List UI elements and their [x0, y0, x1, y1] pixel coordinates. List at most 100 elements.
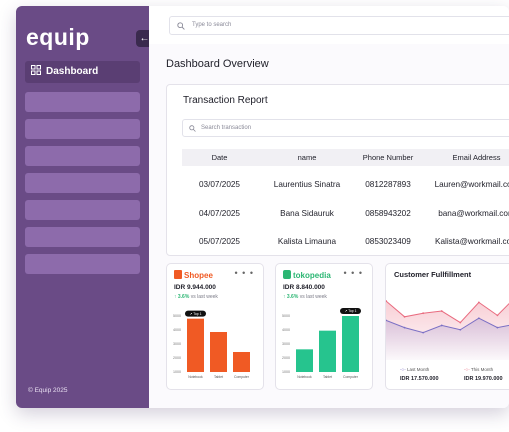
growth-value: 3.6%: [177, 294, 190, 300]
growth-indicator: ↑ 3.6% vs last week: [283, 294, 327, 300]
sidebar-item-placeholder[interactable]: [25, 254, 140, 274]
tokopedia-brand: tokopedia: [283, 270, 331, 280]
data-point: [440, 324, 443, 327]
more-options-icon[interactable]: • • •: [234, 268, 254, 278]
sidebar-item-dashboard[interactable]: Dashboard: [25, 61, 140, 83]
x-tick-label: Notebook: [297, 375, 312, 379]
grid-icon: [31, 65, 41, 75]
y-tick-label: 4000: [282, 328, 290, 332]
top-badge-label: ↗ Top 1: [189, 312, 201, 316]
y-tick-label: 4000: [173, 328, 181, 332]
main-content: Type to search Dashboard Overview Transa…: [149, 6, 509, 408]
shopping-bag-icon: [174, 270, 182, 279]
transaction-report-title: Transaction Report: [183, 95, 268, 106]
bar: [187, 318, 204, 372]
table-header: Date name Phone Number Email Address: [182, 149, 509, 166]
y-tick-label: 2000: [173, 356, 181, 360]
cell-phone: 0853023409: [365, 237, 411, 246]
data-point: [403, 315, 406, 318]
app-logo: equip: [26, 24, 90, 50]
growth-suffix: vs last week: [190, 294, 218, 300]
fulfillment-title: Customer Fullfillment: [394, 270, 472, 279]
column-header-phone: Phone Number: [362, 153, 414, 162]
footer-copyright: © Equip 2025: [28, 387, 68, 394]
cell-date: 03/07/2025: [199, 180, 240, 189]
x-tick-label: Computer: [343, 375, 359, 379]
brand-name: tokopedia: [293, 271, 331, 280]
line-last-month: [386, 317, 509, 334]
app-window: equip ← Dashboard © Equip 2025: [16, 6, 509, 408]
table-row[interactable]: 04/07/2025 Bana Sidauruk 0858943202 bana…: [182, 209, 509, 221]
line-this-month: [386, 300, 509, 324]
cell-name: Bana Sidauruk: [280, 209, 334, 218]
sidebar-item-placeholder[interactable]: [25, 200, 140, 220]
x-tick-label: Tablet: [214, 375, 223, 379]
fulfillment-area-chart: [386, 300, 509, 360]
table-row[interactable]: 03/07/2025 Laurentius Sinatra 0812287893…: [182, 180, 509, 192]
transaction-search-input[interactable]: Search transaction: [182, 119, 509, 137]
search-icon: [189, 125, 196, 132]
legend-last-month: -○- Last Month: [400, 367, 429, 372]
sidebar-item-placeholder[interactable]: [25, 146, 140, 166]
column-header-email: Email Address: [452, 153, 501, 162]
arrow-up-icon: ↑: [174, 294, 177, 300]
top-badge: [340, 308, 361, 314]
brand-name: Shopee: [184, 271, 213, 280]
data-point: [459, 328, 462, 331]
cell-date: 04/07/2025: [199, 209, 240, 218]
search-icon: [177, 22, 185, 30]
table-row[interactable]: 05/07/2025 Kalista Limauna 0853023409 Ka…: [182, 237, 509, 249]
arrow-up-icon: ↑: [283, 294, 286, 300]
data-point: [440, 310, 443, 312]
bar: [210, 332, 227, 372]
search-placeholder: Type to search: [192, 22, 232, 28]
y-tick-label: 1000: [282, 370, 290, 374]
cell-email: bana@workmail.com: [438, 209, 509, 218]
top-badge-label: ↗ Top 1: [344, 309, 356, 313]
search-placeholder: Search transaction: [201, 125, 252, 131]
data-point: [496, 326, 499, 329]
bar: [319, 330, 336, 372]
data-point: [477, 317, 480, 320]
store-icon: [283, 270, 291, 279]
shopee-sales-card: Shopee • • • IDR 9.944.000 ↑ 3.6% vs las…: [166, 263, 264, 390]
legend-this-month: -○- This Month: [464, 367, 493, 372]
legend-label: This Month: [470, 367, 494, 372]
sidebar-item-placeholder[interactable]: [25, 119, 140, 139]
sidebar: equip ← Dashboard © Equip 2025: [16, 6, 153, 408]
data-point: [422, 312, 425, 315]
column-header-name: name: [297, 153, 317, 162]
legend-line-icon: -○-: [400, 367, 406, 372]
this-month-value: IDR 19.970.000: [464, 376, 503, 382]
collapse-sidebar-button[interactable]: ←: [136, 30, 153, 47]
global-search-input[interactable]: Type to search: [169, 16, 509, 35]
data-point: [386, 319, 387, 322]
x-tick-label: Computer: [234, 375, 250, 379]
area-last-month: [386, 318, 509, 360]
bar: [233, 352, 250, 372]
sidebar-item-placeholder[interactable]: [25, 227, 140, 247]
y-tick-label: 2000: [282, 356, 290, 360]
top-bar: Type to search: [149, 6, 509, 44]
top-badge: [185, 310, 206, 317]
sidebar-item-placeholder[interactable]: [25, 173, 140, 193]
growth-indicator: ↑ 3.6% vs last week: [174, 294, 218, 300]
growth-value: 3.6%: [286, 294, 299, 300]
bar: [342, 316, 359, 372]
y-tick-label: 3000: [173, 342, 181, 346]
more-options-icon[interactable]: • • •: [343, 268, 363, 278]
cell-name: Laurentius Sinatra: [273, 180, 341, 189]
data-point: [459, 321, 462, 324]
y-tick-label: 3000: [282, 342, 290, 346]
cell-phone: 0858943202: [365, 209, 411, 218]
sidebar-item-placeholder[interactable]: [25, 92, 140, 112]
data-point: [496, 314, 499, 317]
sales-amount: IDR 8.840.000: [283, 284, 325, 291]
y-tick-label: 5000: [282, 314, 290, 318]
page-title: Dashboard Overview: [166, 58, 269, 70]
cell-date: 05/07/2025: [199, 237, 240, 246]
transaction-report-card: Transaction Report Search transaction Da…: [166, 84, 509, 256]
arrow-left-icon: ←: [139, 33, 150, 44]
legend-line-icon: -○-: [464, 367, 470, 372]
bar: [296, 349, 313, 372]
